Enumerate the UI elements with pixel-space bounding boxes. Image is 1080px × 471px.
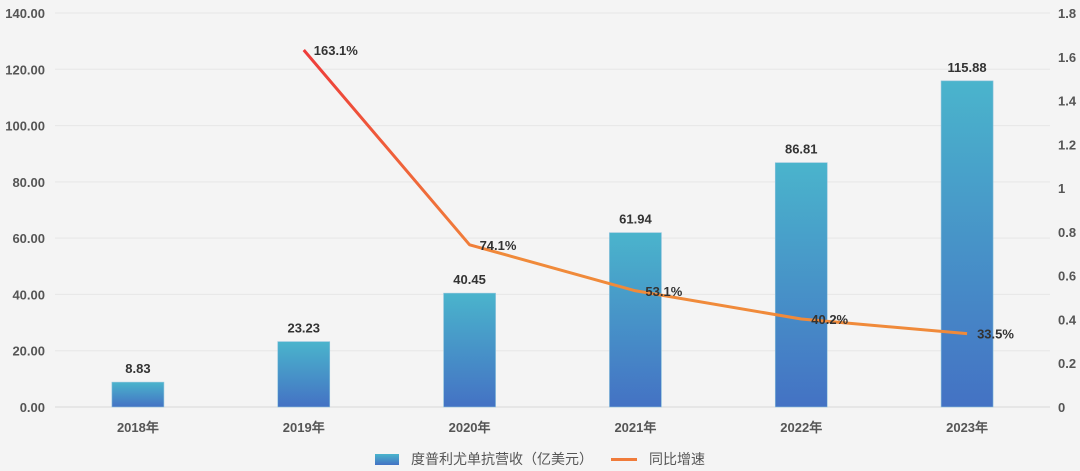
bar-data-label: 23.23	[287, 321, 320, 336]
bar-data-label: 8.83	[125, 361, 150, 376]
line-data-label: 40.2%	[811, 312, 848, 327]
y-right-tick-label: 1.6	[1058, 50, 1076, 65]
bar	[443, 292, 496, 408]
y-right-tick-label: 1.4	[1058, 94, 1077, 109]
x-tick-label: 2018年	[117, 420, 159, 435]
y-right-tick-label: 0.8	[1058, 225, 1076, 240]
bar	[940, 80, 994, 408]
bar-data-label: 61.94	[619, 212, 652, 227]
bar-data-label: 40.45	[453, 272, 486, 287]
y-right-tick-label: 0.2	[1058, 356, 1076, 371]
bar-data-label: 86.81	[785, 142, 818, 157]
line-data-label: 74.1%	[480, 238, 517, 253]
bar	[111, 381, 165, 408]
y-right-tick-label: 0	[1058, 400, 1065, 415]
legend-bar-label: 度普利尤单抗营收（亿美元）	[411, 451, 593, 467]
y-left-tick-label: 20.00	[12, 344, 45, 359]
bar-data-label: 115.88	[948, 60, 987, 75]
y-left-tick-label: 120.00	[5, 62, 45, 77]
y-left-tick-label: 60.00	[12, 231, 45, 246]
x-tick-label: 2023年	[946, 420, 988, 435]
legend-line-swatch	[611, 457, 637, 461]
legend-bar-swatch	[375, 453, 399, 465]
y-left-tick-label: 140.00	[5, 6, 45, 21]
legend-line-label: 同比增速	[649, 451, 705, 467]
y-right-tick-label: 1	[1058, 181, 1065, 196]
x-tick-label: 2021年	[614, 420, 656, 435]
y-right-tick-label: 1.8	[1058, 6, 1076, 21]
bar	[277, 341, 331, 408]
x-tick-label: 2022年	[780, 420, 822, 435]
line-data-label: 53.1%	[645, 284, 682, 299]
line-data-label: 33.5%	[977, 327, 1014, 342]
bar	[774, 162, 828, 408]
x-tick-label: 2019年	[283, 420, 325, 435]
legend: 度普利尤单抗营收（亿美元） 同比增速	[0, 449, 1080, 469]
growth-line	[302, 49, 968, 336]
y-left-tick-label: 100.00	[5, 119, 45, 134]
y-left-tick-label: 40.00	[12, 287, 45, 302]
line-data-label: 163.1%	[314, 43, 359, 58]
y-left-tick-label: 80.00	[12, 175, 45, 190]
x-tick-label: 2020年	[449, 420, 491, 435]
y-right-tick-label: 0.6	[1058, 269, 1076, 284]
bar	[609, 232, 662, 408]
y-left-tick-label: 0.00	[20, 400, 45, 415]
chart: 0.0020.0040.0060.0080.00100.00120.00140.…	[5, 6, 1077, 435]
y-right-tick-label: 0.4	[1058, 312, 1077, 327]
y-right-tick-label: 1.2	[1058, 137, 1076, 152]
